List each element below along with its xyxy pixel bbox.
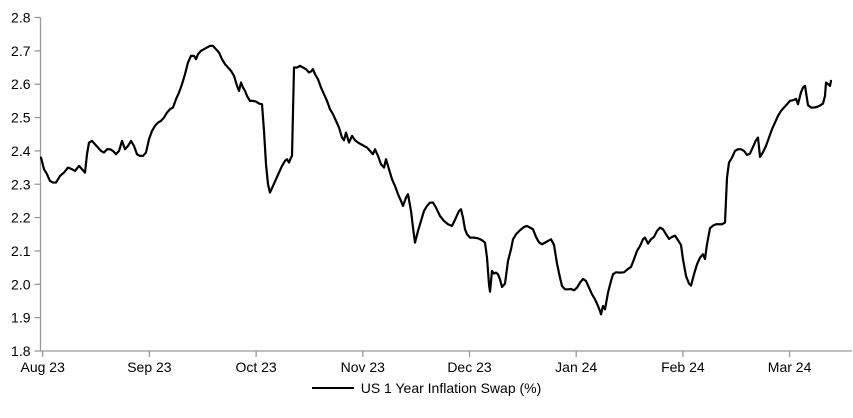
legend: US 1 Year Inflation Swap (%) [0, 379, 853, 397]
y-tick-label: 1.8 [11, 343, 31, 359]
y-tick-label: 2.7 [11, 43, 31, 59]
x-tick-label: Jan 24 [555, 359, 597, 375]
y-tick-label: 2.3 [11, 176, 31, 192]
x-tick-label: Sep 23 [127, 359, 172, 375]
y-tick-label: 2.1 [11, 243, 31, 259]
x-tick-label: Aug 23 [21, 359, 66, 375]
x-tick-label: Mar 24 [768, 359, 812, 375]
series-line [39, 44, 833, 316]
y-tick-label: 2.5 [11, 110, 31, 126]
x-tick-label: Feb 24 [661, 359, 705, 375]
x-tick-label: Nov 23 [341, 359, 386, 375]
legend-label: US 1 Year Inflation Swap (%) [360, 380, 542, 396]
y-tick-label: 2.0 [11, 276, 31, 292]
x-tick-label: Oct 23 [235, 359, 276, 375]
legend-line-sample-icon [311, 387, 354, 389]
y-tick-label: 2.4 [11, 143, 31, 159]
y-tick-label: 2.8 [11, 10, 31, 26]
x-tick-label: Dec 23 [447, 359, 492, 375]
y-tick-label: 1.9 [11, 310, 31, 326]
y-tick-label: 2.6 [11, 76, 31, 92]
y-tick-label: 2.2 [11, 210, 31, 226]
